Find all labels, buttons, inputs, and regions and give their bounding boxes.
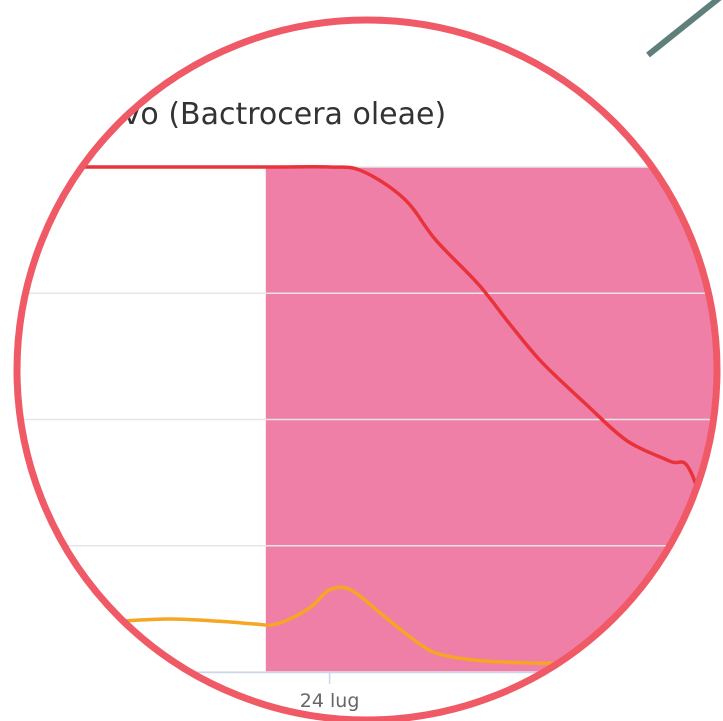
series-line-red	[17, 164, 717, 573]
magnifier-lens-ring	[13, 16, 721, 721]
x-tick-label-26: 26 lug	[512, 690, 572, 712]
chart-title: livo (Bactrocera oleae)	[106, 97, 446, 132]
magnifier-pointer-line	[646, 0, 722, 58]
x-tick-label-24: 24 lug	[300, 690, 360, 712]
